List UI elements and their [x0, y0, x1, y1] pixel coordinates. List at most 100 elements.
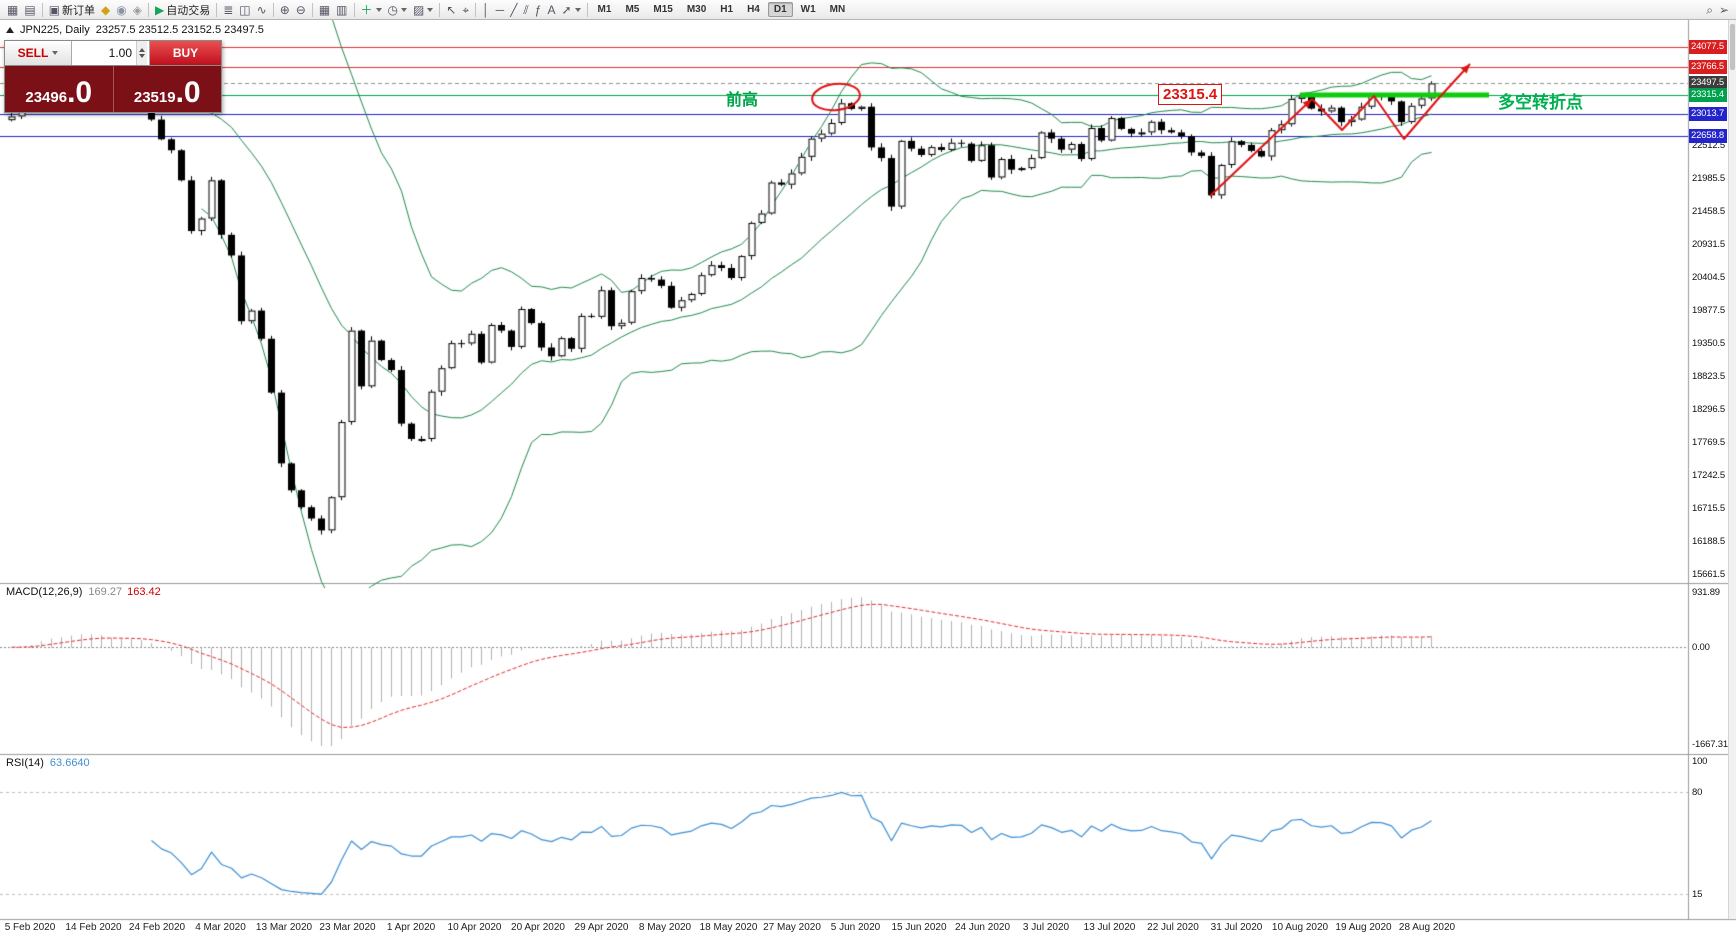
fibonacci-button[interactable]: ƒ — [532, 3, 545, 17]
price-tick: 20404.5 — [1692, 272, 1725, 284]
autotrade-play-icon: ▶ — [154, 2, 165, 17]
date-label: 5 Feb 2020 — [4, 922, 56, 933]
scrollbar-thumb[interactable] — [1730, 24, 1735, 70]
vline-icon: │ — [482, 2, 490, 17]
toolbar-separator — [353, 2, 355, 17]
timeframe-mn-button[interactable]: MN — [829, 4, 846, 15]
chevron-down-icon — [52, 51, 59, 55]
date-label: 15 Jun 2020 — [891, 922, 947, 933]
new-order-button[interactable]: ▣ 新订单 — [46, 1, 98, 19]
chart-profiles-button[interactable]: ▤ — [21, 3, 38, 17]
buy-label: BUY — [172, 46, 199, 60]
date-label: 18 May 2020 — [699, 922, 758, 933]
toolbar: ▦ ▤ ▣ 新订单 ◆ ◉ ◈ ▶ 自动交易 ≣ ◫ ∿ ⊕ ⊖ ▦ ▥ ＋ ◷ ▨ ↖ ⌖ │ ─ ╱ ⫽ ƒ A ➚ M1 M5 M1… — [0, 0, 1736, 20]
price-tick: 21458.5 — [1692, 206, 1725, 218]
line-chart-mode-button[interactable]: ∿ — [254, 3, 270, 17]
indicators-button[interactable]: ＋ — [358, 3, 385, 17]
navigator-button[interactable]: ◈ — [130, 3, 145, 17]
bid-price[interactable]: 23496 .0 — [5, 78, 113, 112]
macd-axis-label: -1667.31 — [1692, 739, 1728, 750]
date-label: 13 Mar 2020 — [255, 922, 313, 933]
alerts-button[interactable]: ◆ — [98, 3, 113, 17]
vertical-line-button[interactable]: │ — [479, 3, 493, 17]
macd-pane-label: MACD(12,26,9) 169.27 163.42 — [6, 586, 161, 598]
timeframe-m30-button[interactable]: M30 — [686, 4, 707, 15]
bar-chart-mode-button[interactable]: ≣ — [220, 3, 236, 17]
volume-stepper[interactable] — [136, 41, 147, 65]
timeframe-m15-button[interactable]: M15 — [653, 4, 673, 15]
spinner-down-icon[interactable] — [139, 54, 145, 58]
autotrade-button[interactable]: ▶ 自动交易 — [152, 1, 213, 19]
mailbox-button[interactable]: ◉ — [113, 3, 129, 17]
date-label: 24 Feb 2020 — [128, 922, 186, 933]
equidistant-channel-button[interactable]: ⫽ — [520, 3, 531, 17]
toolbar-items: ▦ ▤ ▣ 新订单 ◆ ◉ ◈ ▶ 自动交易 ≣ ◫ ∿ ⊕ ⊖ ▦ ▥ ＋ ◷ ▨ ↖ ⌖ │ ─ ╱ ⫽ ƒ A ➚ — [4, 0, 591, 19]
toolbar-separator — [586, 2, 588, 17]
candlestick-mode-button[interactable]: ◫ — [236, 3, 253, 17]
timeframe-h1-button[interactable]: H1 — [720, 4, 734, 15]
zoom-out-button[interactable]: ⊖ — [293, 3, 309, 17]
macd-signal-value: 163.42 — [127, 586, 161, 598]
symbol-period-label: JPN225, Daily — [20, 24, 90, 36]
search-button[interactable]: ⌕ — [1703, 3, 1716, 17]
sell-button[interactable]: SELL — [5, 41, 72, 65]
toolbar-separator — [147, 2, 149, 17]
rsi-name: RSI(14) — [6, 757, 44, 769]
cascade-windows-button[interactable]: ▥ — [333, 3, 350, 17]
trendline-icon: ╱ — [510, 2, 518, 17]
timeframe-d1-button[interactable]: D1 — [767, 2, 793, 17]
date-label: 23 Mar 2020 — [319, 922, 376, 933]
price-tick: 19877.5 — [1692, 305, 1725, 317]
new-chart-button[interactable]: ▦ — [4, 3, 21, 17]
macd-name: MACD(12,26,9) — [6, 586, 83, 598]
ask-price[interactable]: 23519 .0 — [114, 78, 222, 112]
alert-icon: ◆ — [101, 2, 111, 17]
timeframe-m5-button[interactable]: M5 — [625, 4, 640, 15]
zoom-out-icon: ⊖ — [295, 2, 306, 17]
spinner-up-icon[interactable] — [139, 48, 145, 52]
date-label: 29 Apr 2020 — [574, 922, 629, 933]
volume-input[interactable]: 1.00 — [72, 41, 150, 65]
periods-button[interactable]: ◷ — [385, 3, 410, 17]
arrow-objects-button[interactable]: ➚ — [558, 3, 583, 17]
date-label: 3 Jul 2020 — [1022, 922, 1070, 933]
trendline-button[interactable]: ╱ — [507, 3, 520, 17]
toolbar-separator — [272, 2, 274, 17]
indicators-plus-icon: ＋ — [360, 2, 373, 17]
timeframe-m1-button[interactable]: M1 — [597, 4, 612, 15]
price-tick: 18296.5 — [1692, 404, 1725, 416]
price-level-box: 23013.7 — [1689, 106, 1727, 121]
templates-button[interactable]: ▨ — [410, 3, 436, 17]
cursor-button[interactable]: ↖ — [443, 3, 459, 17]
zoom-in-button[interactable]: ⊕ — [277, 3, 293, 17]
cursor-icon: ↖ — [446, 2, 457, 17]
date-label: 10 Aug 2020 — [1271, 922, 1329, 933]
text-label-button[interactable]: A — [544, 3, 558, 17]
timeframe-h4-button[interactable]: H4 — [747, 4, 760, 15]
fibo-icon: ƒ — [534, 2, 542, 17]
community-button[interactable]: ➢ — [1716, 3, 1732, 17]
volume-value: 1.00 — [108, 46, 132, 60]
toolbar-separator — [311, 2, 313, 17]
text-icon: A — [547, 2, 556, 17]
rsi-pane-label: RSI(14) 63.6640 — [6, 757, 90, 769]
template-icon: ▨ — [413, 2, 425, 17]
date-label: 8 May 2020 — [638, 922, 692, 933]
tile-windows-button[interactable]: ▦ — [316, 3, 333, 17]
price-tick: 20931.5 — [1692, 239, 1725, 251]
turning-point-annotation: 多空转折点 — [1498, 93, 1583, 112]
date-label: 22 Jul 2020 — [1147, 922, 1199, 933]
vertical-scrollbar[interactable] — [1728, 20, 1736, 919]
profiles-icon: ▤ — [24, 2, 36, 17]
date-label: 28 Aug 2020 — [1398, 922, 1456, 933]
crosshair-button[interactable]: ⌖ — [459, 3, 472, 17]
price-tick: 17769.5 — [1692, 437, 1725, 449]
date-label: 24 Jun 2020 — [954, 922, 1011, 933]
horizontal-line-button[interactable]: ─ — [493, 3, 508, 17]
date-label: 1 Apr 2020 — [386, 922, 436, 933]
timeframe-w1-button[interactable]: W1 — [800, 4, 816, 15]
price-tick: 19350.5 — [1692, 338, 1725, 350]
buy-button[interactable]: BUY — [150, 41, 221, 65]
new-chart-icon: ▦ — [7, 2, 19, 17]
